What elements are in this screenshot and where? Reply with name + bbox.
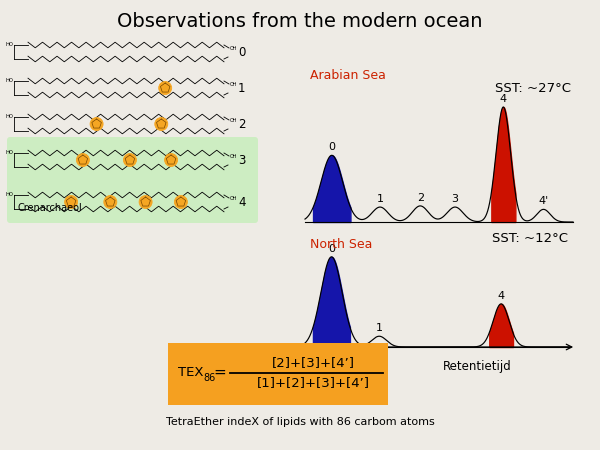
Text: SST: ~27°C: SST: ~27°C: [495, 82, 571, 95]
Text: 1: 1: [238, 81, 245, 94]
Circle shape: [164, 153, 178, 166]
Text: 3: 3: [238, 153, 245, 166]
Text: 1: 1: [377, 194, 383, 204]
Text: 86: 86: [203, 373, 215, 383]
Text: HO: HO: [5, 77, 13, 82]
Text: 0: 0: [328, 142, 335, 152]
Circle shape: [76, 153, 89, 166]
Circle shape: [158, 81, 172, 94]
Circle shape: [139, 195, 152, 208]
Text: 2: 2: [238, 117, 245, 130]
Text: OH: OH: [230, 195, 238, 201]
Text: Retentietijd: Retentietijd: [443, 360, 512, 373]
Text: =: =: [213, 364, 226, 379]
Circle shape: [155, 117, 168, 130]
Text: OH: OH: [230, 45, 238, 50]
Text: HO: HO: [5, 192, 13, 197]
Text: 1: 1: [376, 323, 383, 333]
Text: Arabian Sea: Arabian Sea: [310, 69, 386, 82]
Text: OH: OH: [230, 153, 238, 158]
Circle shape: [175, 195, 187, 208]
Circle shape: [90, 117, 103, 130]
Text: Crenarchaeol: Crenarchaeol: [17, 203, 82, 213]
Text: TEX: TEX: [178, 365, 203, 378]
FancyBboxPatch shape: [168, 343, 388, 405]
Text: 4': 4': [538, 196, 548, 207]
Text: 4: 4: [497, 291, 505, 301]
Text: 3: 3: [452, 194, 458, 204]
Circle shape: [65, 195, 77, 208]
Text: 0: 0: [328, 244, 335, 254]
Text: 4: 4: [500, 94, 507, 104]
Text: SST: ~12°C: SST: ~12°C: [492, 232, 568, 245]
Text: OH: OH: [230, 117, 238, 122]
Text: 4: 4: [238, 195, 245, 208]
Circle shape: [124, 153, 136, 166]
Text: 0: 0: [238, 45, 245, 58]
Text: HO: HO: [5, 41, 13, 46]
Text: North Sea: North Sea: [310, 238, 373, 251]
Text: TetraEther indeX of lipids with 86 carbom atoms: TetraEther indeX of lipids with 86 carbo…: [166, 417, 434, 427]
Text: 2: 2: [416, 193, 424, 203]
FancyBboxPatch shape: [7, 137, 258, 223]
Text: OH: OH: [230, 81, 238, 86]
Text: [2]+[3]+[4’]: [2]+[3]+[4’]: [271, 356, 355, 369]
Text: HO: HO: [5, 113, 13, 118]
Text: [1]+[2]+[3]+[4’]: [1]+[2]+[3]+[4’]: [257, 377, 370, 390]
Text: Observations from the modern ocean: Observations from the modern ocean: [117, 12, 483, 31]
Circle shape: [104, 195, 117, 208]
Text: HO: HO: [5, 149, 13, 154]
